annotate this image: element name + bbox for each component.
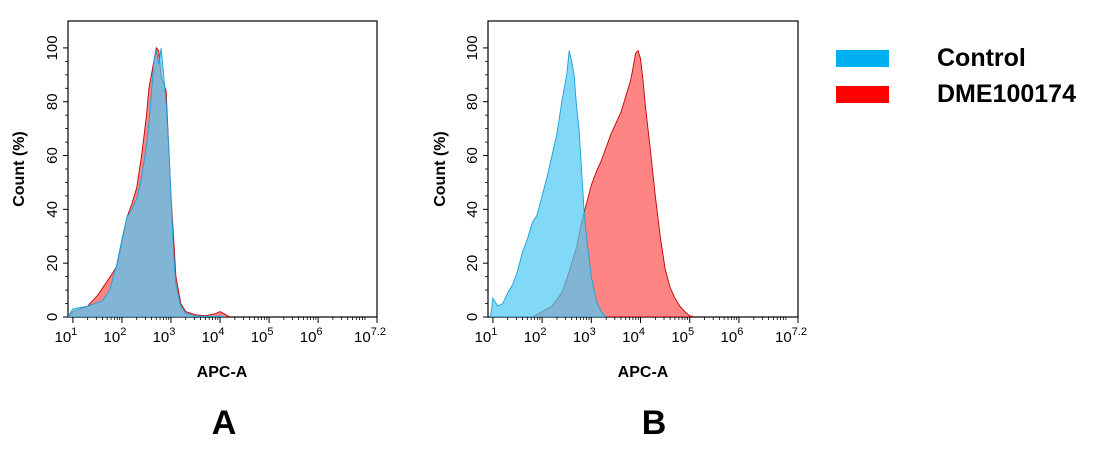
panel-a-plot-area <box>68 46 231 317</box>
panel-b-x-tick-base-5: 10 <box>671 329 688 346</box>
panel-a-x-tick-base-1: 10 <box>54 329 71 346</box>
panel-b-y-tick-label-60: 60 <box>464 147 481 164</box>
panel-a-x-tick-exp-1: 1 <box>71 326 77 338</box>
panel-a-x-tick-label-3: 103 <box>153 326 176 346</box>
panel-a-y-tick-label-100: 100 <box>44 35 61 60</box>
panel-b-plot-area <box>490 49 695 317</box>
panel-a-y-tick-label-60: 60 <box>44 147 61 164</box>
panel-b-x-tick-base-1: 10 <box>475 329 492 346</box>
panel-a-x-tick-label-2: 102 <box>104 326 127 346</box>
panel-a-x-tick-exp-5: 5 <box>267 326 273 338</box>
panel-b-x-tick-label-2: 102 <box>524 326 547 346</box>
panel-b-y-tick-label-80: 80 <box>464 93 481 110</box>
panel-a-y-tick-label-80: 80 <box>44 93 61 110</box>
panel-a-series-control <box>68 47 226 317</box>
panel-b-y-tick-label-100: 100 <box>464 35 481 60</box>
legend-swatch-control <box>836 50 889 67</box>
panel-a-x-tick-base-6: 10 <box>300 329 317 346</box>
panel-a-x-tick-exp-6: 6 <box>316 326 322 338</box>
panel-a-x-tick-label-7.2: 107.2 <box>354 326 386 346</box>
panel-a-x-tick-exp-3: 3 <box>169 326 175 338</box>
panel-b-label: B <box>642 404 667 442</box>
panel-a-x-tick-label-4: 104 <box>202 326 225 346</box>
panel-a-y-tick-label-40: 40 <box>44 201 61 218</box>
panel-b-x-tick-label-5: 105 <box>671 326 694 346</box>
panel-a-x-tick-base-5: 10 <box>251 329 268 346</box>
panel-a-x-tick-exp-7.2: 7.2 <box>371 326 386 338</box>
panel-b-x-tick-label-3: 103 <box>573 326 596 346</box>
panel-a-x-tick-label-5: 105 <box>251 326 274 346</box>
panel-b-y-axis-title: Count (%) <box>432 131 449 207</box>
panel-a-x-axis-title: APC-A <box>197 364 248 381</box>
panel-a-x-tick-base-2: 10 <box>104 329 121 346</box>
panel-a-label: A <box>212 404 237 442</box>
panel-b-x-axis-title: APC-A <box>618 364 669 381</box>
panel-b-x-tick-label-4: 104 <box>622 326 645 346</box>
panel-b-x-tick-base-3: 10 <box>573 329 590 346</box>
panel-b-x-tick-exp-1: 1 <box>491 326 497 338</box>
panel-b-x-tick-label-1: 101 <box>475 326 498 346</box>
legend-label-control: Control <box>937 44 1026 72</box>
panel-b-x-tick-label-6: 106 <box>721 326 744 346</box>
panel-a-x-tick-exp-2: 2 <box>120 326 126 338</box>
panel-b-x-tick-base-6: 10 <box>721 329 738 346</box>
panel-b-x-tick-exp-4: 4 <box>639 326 645 338</box>
panel-a-x-tick-base-3: 10 <box>153 329 170 346</box>
panel-b-x-tick-base-2: 10 <box>524 329 541 346</box>
panel-a-y-tick-label-20: 20 <box>44 255 61 272</box>
panel-a-x-tick-base-4: 10 <box>202 329 219 346</box>
panel-b-x-tick-exp-7.2: 7.2 <box>792 326 807 338</box>
panel-b-y-tick-label-20: 20 <box>464 255 481 272</box>
panel-b-series-control <box>490 50 607 317</box>
legend: Control DME100174 <box>836 44 1076 108</box>
panel-b-y-tick-label-0: 0 <box>464 313 481 321</box>
panel-a-y-axis-title: Count (%) <box>11 131 28 207</box>
panel-b-x-tick-exp-3: 3 <box>590 326 596 338</box>
panel-b-x-tick-exp-6: 6 <box>737 326 743 338</box>
panel-a-x-tick-exp-4: 4 <box>218 326 224 338</box>
panel-b-y-tick-label-40: 40 <box>464 201 481 218</box>
panel-b-x-tick-base-7.2: 10 <box>775 329 792 346</box>
panel-a-y-tick-label-0: 0 <box>44 313 61 321</box>
panel-a-x-tick-base-7.2: 10 <box>354 329 371 346</box>
panel-b-x-tick-base-4: 10 <box>622 329 639 346</box>
panel-b-x-tick-label-7.2: 107.2 <box>775 326 807 346</box>
legend-swatch-dme100174 <box>836 86 889 103</box>
panel-a-x-tick-label-1: 101 <box>54 326 77 346</box>
panel-b-x-tick-exp-2: 2 <box>540 326 546 338</box>
panel-a-x-tick-label-6: 106 <box>300 326 323 346</box>
legend-label-dme100174: DME100174 <box>937 80 1076 108</box>
panel-b-x-tick-exp-5: 5 <box>688 326 694 338</box>
